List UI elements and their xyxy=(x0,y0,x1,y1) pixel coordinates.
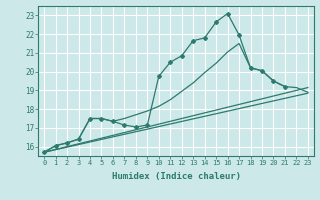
X-axis label: Humidex (Indice chaleur): Humidex (Indice chaleur) xyxy=(111,172,241,181)
